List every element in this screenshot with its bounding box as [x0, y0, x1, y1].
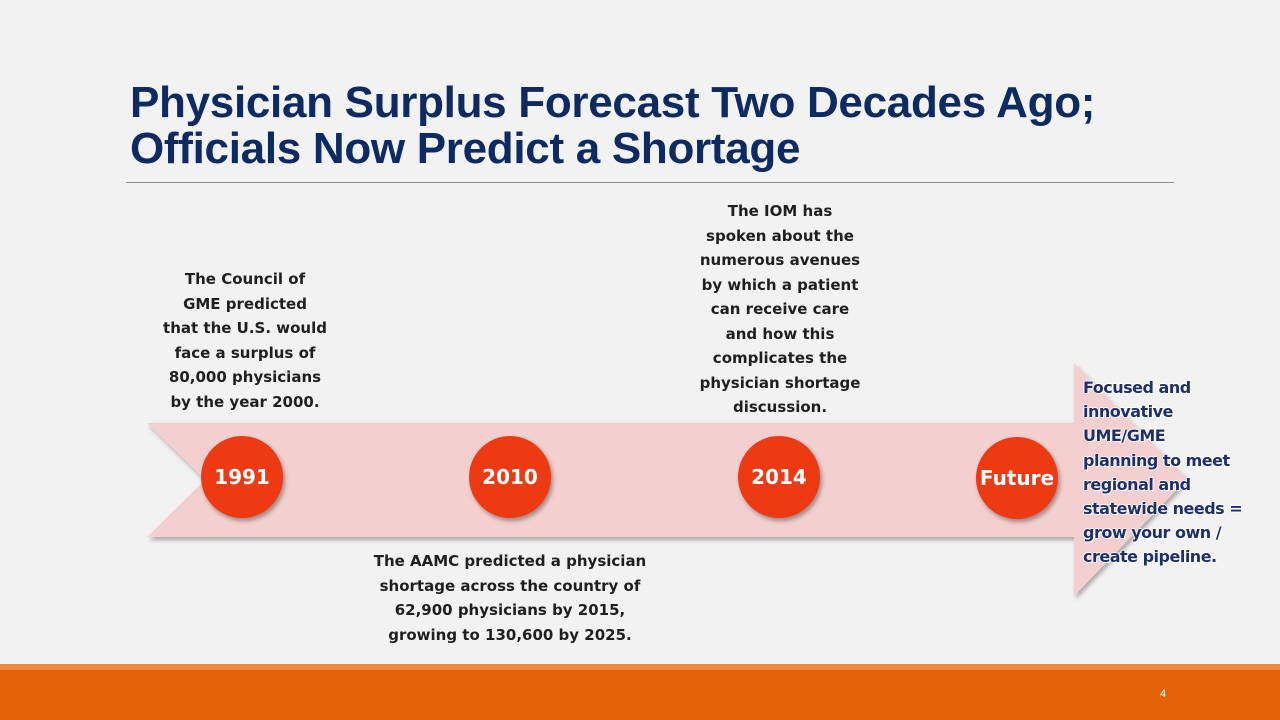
note-future-line: create pipeline.: [1083, 547, 1217, 567]
milestone-1991-label: 1991: [214, 465, 270, 489]
slide-title-line-2: Officials Now Predict a Shortage: [130, 124, 801, 173]
note-2014-line: discussion.: [732, 398, 828, 416]
note-2014-line: spoken about the: [706, 226, 854, 245]
note-future-line: innovative: [1083, 402, 1173, 422]
note-2010-line: growing to 130,600 by 2025.: [388, 625, 632, 644]
note-future-line: statewide needs =: [1083, 499, 1243, 519]
note-2010: The AAMC predicted a physician shortage …: [350, 549, 670, 647]
note-future-line: planning to meet: [1083, 450, 1230, 470]
milestone-2014: 2014: [738, 436, 820, 518]
note-2014-line: numerous avenues: [699, 251, 861, 269]
footer-accent-line: [0, 664, 1280, 670]
note-2010-line: 62,900 physicians by 2015,: [394, 601, 626, 619]
note-2014-line: physician shortage: [699, 373, 861, 392]
milestone-2014-label: 2014: [751, 465, 807, 489]
milestone-1991: 1991: [201, 436, 283, 518]
milestone-2010-label: 2010: [482, 465, 538, 489]
note-1991: The Council of GME predicted that the U.…: [150, 267, 340, 414]
slide-title: Physician Surplus Forecast Two Decades A…: [130, 80, 1190, 172]
note-2010-line: The AAMC predicted a physician: [373, 552, 647, 570]
note-1991-line: 80,000 physicians: [168, 368, 322, 386]
milestone-2010: 2010: [469, 436, 551, 518]
milestone-future: Future: [976, 437, 1058, 519]
note-1991-line: that the U.S. would: [163, 319, 327, 337]
note-1991-line: face a surplus of: [174, 343, 316, 362]
note-future-line: Focused and: [1083, 378, 1191, 397]
note-future-line: regional and: [1083, 474, 1191, 494]
note-1991-line: by the year 2000.: [170, 392, 320, 411]
note-2014-line: by which a patient: [701, 275, 859, 294]
note-2010-line: shortage across the country of: [379, 576, 641, 595]
note-future-line: grow your own /: [1083, 523, 1222, 543]
note-future-line: UME/GME: [1083, 426, 1166, 446]
note-2014: The IOM has spoken about the numerous av…: [685, 199, 875, 420]
page-number: 4: [1159, 688, 1167, 700]
note-future: Focused and innovative UME/GME planning …: [1083, 376, 1263, 570]
note-1991-line: GME predicted: [183, 294, 307, 313]
note-2014-line: and how this: [725, 324, 835, 343]
note-2014-line: can receive care: [710, 300, 850, 318]
footer-bar: [0, 670, 1280, 720]
timeline-arrow-shape: [147, 363, 1187, 596]
note-2014-line: complicates the: [712, 349, 848, 367]
note-2014-line: The IOM has: [727, 202, 833, 220]
note-1991-line: The Council of: [184, 270, 306, 288]
title-underline: [126, 182, 1174, 183]
milestone-future-label: Future: [979, 466, 1055, 490]
slide-title-line-1: Physician Surplus Forecast Two Decades A…: [130, 78, 1096, 127]
